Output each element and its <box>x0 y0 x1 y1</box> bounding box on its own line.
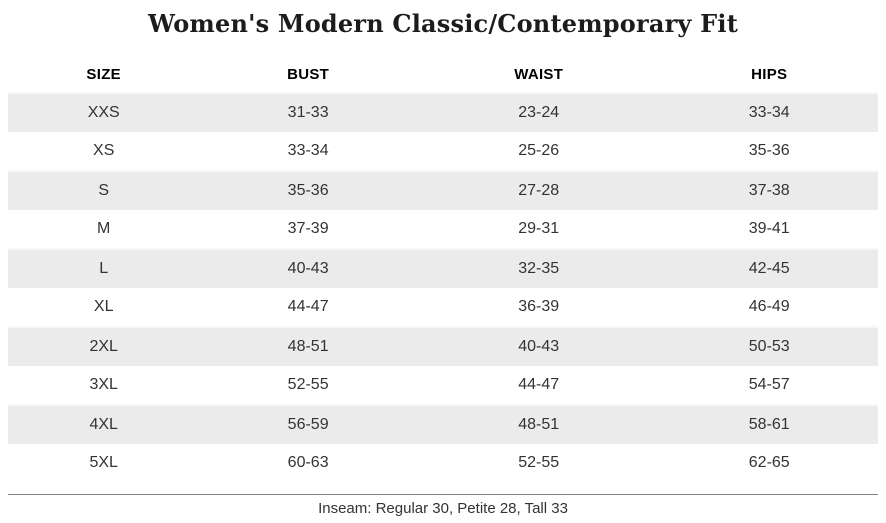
hips-cell: 42-45 <box>748 259 790 277</box>
bust-cell: 60-63 <box>287 453 329 471</box>
hips-cell: 37-38 <box>748 181 790 199</box>
table-row-3xl: 3XL 52-55 44-47 54-57 <box>8 366 878 405</box>
size-cell: M <box>97 219 111 237</box>
hips-cell: 46-49 <box>748 297 790 315</box>
bust-cell: 48-51 <box>287 337 329 355</box>
waist-cell: 32-35 <box>518 259 560 277</box>
page-title: Women's Modern Classic/Contemporary Fit <box>148 9 738 38</box>
size-cell: S <box>98 181 110 199</box>
waist-cell: 23-24 <box>518 103 560 121</box>
hips-cell: 33-34 <box>748 103 790 121</box>
size-cell: XL <box>93 297 114 315</box>
bust-cell: 37-39 <box>287 219 329 237</box>
table-header: SIZE BUST WAIST HIPS <box>8 60 878 93</box>
size-chart-table: SIZE BUST WAIST HIPS XXS 31-33 23-24 33-… <box>8 60 878 482</box>
waist-cell: 27-28 <box>518 181 560 199</box>
bust-cell: 56-59 <box>287 415 329 433</box>
waist-cell: 40-43 <box>518 337 560 355</box>
bust-cell: 35-36 <box>287 181 329 199</box>
size-cell: 4XL <box>89 415 118 433</box>
waist-cell: 52-55 <box>518 453 560 471</box>
bust-cell: 52-55 <box>287 375 329 393</box>
size-cell: L <box>99 259 109 277</box>
bust-cell: 40-43 <box>287 259 329 277</box>
hips-cell: 35-36 <box>748 141 790 159</box>
waist-cell: 29-31 <box>518 219 560 237</box>
hips-cell: 39-41 <box>748 219 790 237</box>
size-cell: XXS <box>87 103 120 121</box>
hips-cell: 54-57 <box>748 375 790 393</box>
hips-cell: 58-61 <box>748 415 790 433</box>
hips-cell: 62-65 <box>748 453 790 471</box>
waist-cell: 36-39 <box>518 297 560 315</box>
table-row-5xl: 5XL 60-63 52-55 62-65 <box>8 444 878 482</box>
waist-cell: 48-51 <box>518 415 560 433</box>
size-cell: 3XL <box>89 375 118 393</box>
table-row-s: S 35-36 27-28 37-38 <box>8 170 878 210</box>
table-row-xxs: XXS 31-33 23-24 33-34 <box>8 92 878 132</box>
bust-cell: 33-34 <box>287 141 329 159</box>
column-header-hips: HIPS <box>751 65 788 83</box>
table-row-l: L 40-43 32-35 42-45 <box>8 248 878 288</box>
bust-cell: 31-33 <box>287 103 329 121</box>
size-cell: 5XL <box>89 453 118 471</box>
table-row-4xl: 4XL 56-59 48-51 58-61 <box>8 404 878 444</box>
column-header-size: SIZE <box>86 65 121 83</box>
table-row-m: M 37-39 29-31 39-41 <box>8 210 878 249</box>
column-header-waist: WAIST <box>514 65 564 83</box>
size-chart-page: Women's Modern Classic/Contemporary Fit … <box>0 9 886 523</box>
table-row-xl: XL 44-47 36-39 46-49 <box>8 288 878 327</box>
header-row: SIZE BUST WAIST HIPS <box>8 60 878 93</box>
bust-cell: 44-47 <box>287 297 329 315</box>
waist-cell: 25-26 <box>518 141 560 159</box>
column-header-bust: BUST <box>287 65 330 83</box>
hips-cell: 50-53 <box>748 337 790 355</box>
table-row-2xl: 2XL 48-51 40-43 50-53 <box>8 326 878 366</box>
size-cell: XS <box>93 141 115 159</box>
inseam-note: Inseam: Regular 30, Petite 28, Tall 33 <box>8 493 878 523</box>
size-cell: 2XL <box>89 337 118 355</box>
table-body: XXS 31-33 23-24 33-34 XS 33-34 25-26 35-… <box>8 92 878 482</box>
table-row-xs: XS 33-34 25-26 35-36 <box>8 132 878 171</box>
waist-cell: 44-47 <box>518 375 560 393</box>
